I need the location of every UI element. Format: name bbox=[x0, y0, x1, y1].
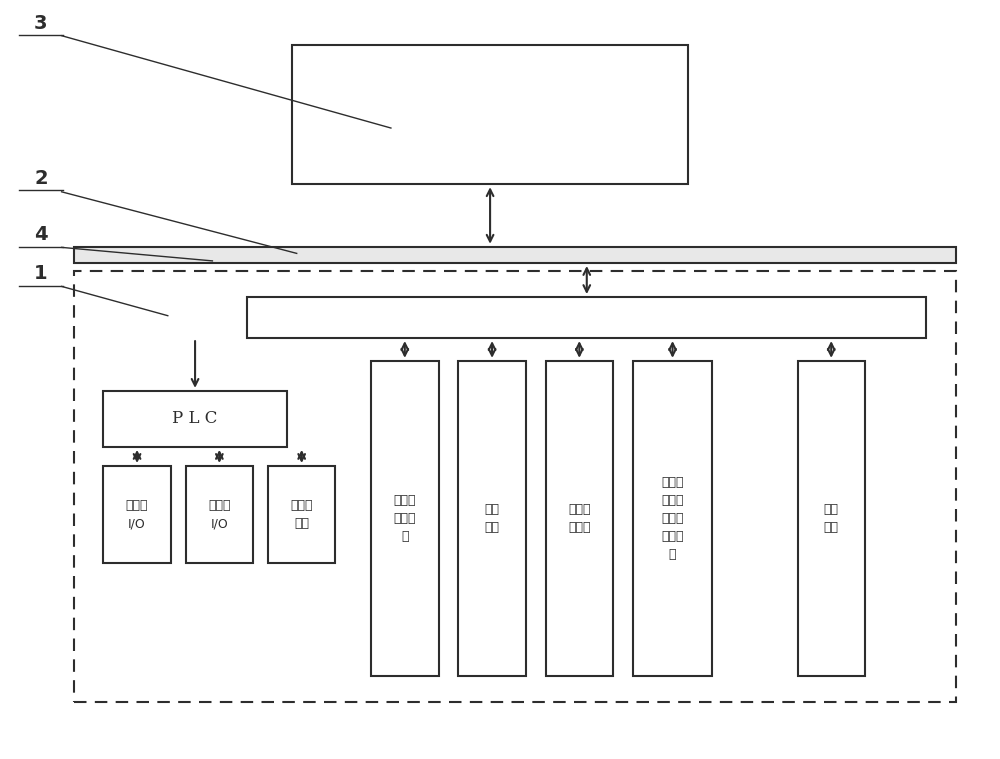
Text: 1: 1 bbox=[34, 264, 48, 283]
Bar bbox=[74, 247, 956, 263]
Bar bbox=[247, 297, 926, 339]
Bar bbox=[103, 391, 287, 447]
Text: 温度遥
检装置: 温度遥 检装置 bbox=[568, 503, 591, 534]
Bar bbox=[546, 361, 613, 676]
Bar bbox=[292, 46, 688, 184]
Text: 开关量
I/O: 开关量 I/O bbox=[126, 499, 148, 530]
Text: 其他
装置: 其他 装置 bbox=[824, 503, 839, 534]
Bar bbox=[268, 466, 335, 563]
Text: P L C: P L C bbox=[172, 411, 218, 427]
Text: 2: 2 bbox=[34, 169, 48, 188]
Bar bbox=[74, 271, 956, 702]
Bar bbox=[633, 361, 712, 676]
Bar bbox=[458, 361, 526, 676]
Bar bbox=[186, 466, 253, 563]
Bar bbox=[103, 466, 171, 563]
Text: 脉冲量
输入: 脉冲量 输入 bbox=[290, 499, 313, 530]
Text: 4: 4 bbox=[34, 225, 48, 244]
Text: 发电机
保护装
置: 发电机 保护装 置 bbox=[394, 494, 416, 543]
Text: 3: 3 bbox=[34, 14, 48, 33]
Bar bbox=[798, 361, 865, 676]
Text: 模拟量
I/O: 模拟量 I/O bbox=[208, 499, 231, 530]
Text: 转速信
号以及
调速和
励磁设
备: 转速信 号以及 调速和 励磁设 备 bbox=[661, 476, 684, 561]
Bar bbox=[371, 361, 439, 676]
Text: 温控
装置: 温控 装置 bbox=[485, 503, 500, 534]
